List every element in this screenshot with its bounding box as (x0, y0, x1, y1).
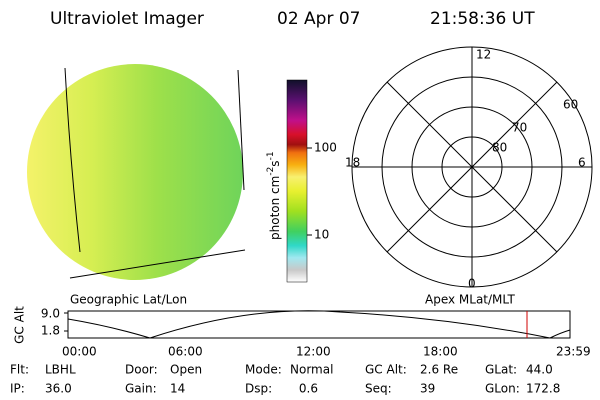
status-label: Seq: (365, 382, 392, 396)
status-value: 36.0 (45, 382, 72, 396)
lat-label: 80 (492, 141, 507, 155)
colorbar-tick-label: 100 (314, 141, 337, 155)
status-value: 14 (170, 382, 185, 396)
title: Ultraviolet Imager (50, 9, 204, 29)
status-value: 2.6 Re (420, 363, 458, 377)
y-tick-label: 9.0 (41, 307, 60, 321)
status-value: 172.8 (526, 382, 560, 396)
status-value: 39 (420, 382, 435, 396)
status-value: Open (170, 363, 202, 377)
status-value: LBHL (45, 363, 76, 377)
status-value: Normal (290, 363, 333, 377)
status-label: GLat: (485, 363, 517, 377)
polar-caption: Apex MLat/MLT (425, 293, 515, 307)
status-panel: Flt: LBHL Door: Open Mode: Normal GC Alt: 2.6 R… (10, 363, 560, 396)
status-label: Gain: (125, 382, 157, 396)
image-caption: Geographic Lat/Lon (70, 293, 187, 307)
altitude-label: GC Alt (13, 306, 27, 344)
mlt-label: 6 (578, 156, 586, 170)
status-label: Flt: (10, 363, 29, 377)
uv-image (27, 64, 246, 280)
status-label: GLon: (485, 382, 520, 396)
x-tick-label: 06:00 (168, 345, 203, 359)
mlt-label: 0 (468, 277, 476, 291)
date: 02 Apr 07 (277, 9, 360, 29)
colorbar-tick-label: 10 (314, 228, 329, 242)
x-tick-label: 00:00 (62, 345, 97, 359)
time: 21:58:36 UT (430, 9, 535, 29)
status-label: Door: (125, 363, 158, 377)
status-value: 0.6 (299, 382, 318, 396)
x-tick-label: 12:00 (296, 345, 331, 359)
y-tick-label: 1.8 (41, 324, 60, 338)
status-label: Dsp: (245, 382, 272, 396)
colorbar-unit: photon cm-2s-1 (266, 151, 282, 240)
x-tick-label: 23:59 (556, 345, 591, 359)
colorbar (286, 79, 308, 283)
lat-label: 60 (563, 98, 578, 112)
altitude-plot (64, 310, 571, 339)
mlt-label: 18 (345, 156, 360, 170)
status-value: 44.0 (526, 363, 553, 377)
mlt-label: 12 (476, 48, 491, 62)
polar-grid (351, 46, 593, 288)
x-tick-label: 18:00 (423, 345, 458, 359)
lat-label: 70 (512, 121, 527, 135)
status-label: Mode: (245, 363, 282, 377)
status-label: GC Alt: (365, 363, 407, 377)
status-label: IP: (10, 382, 25, 396)
